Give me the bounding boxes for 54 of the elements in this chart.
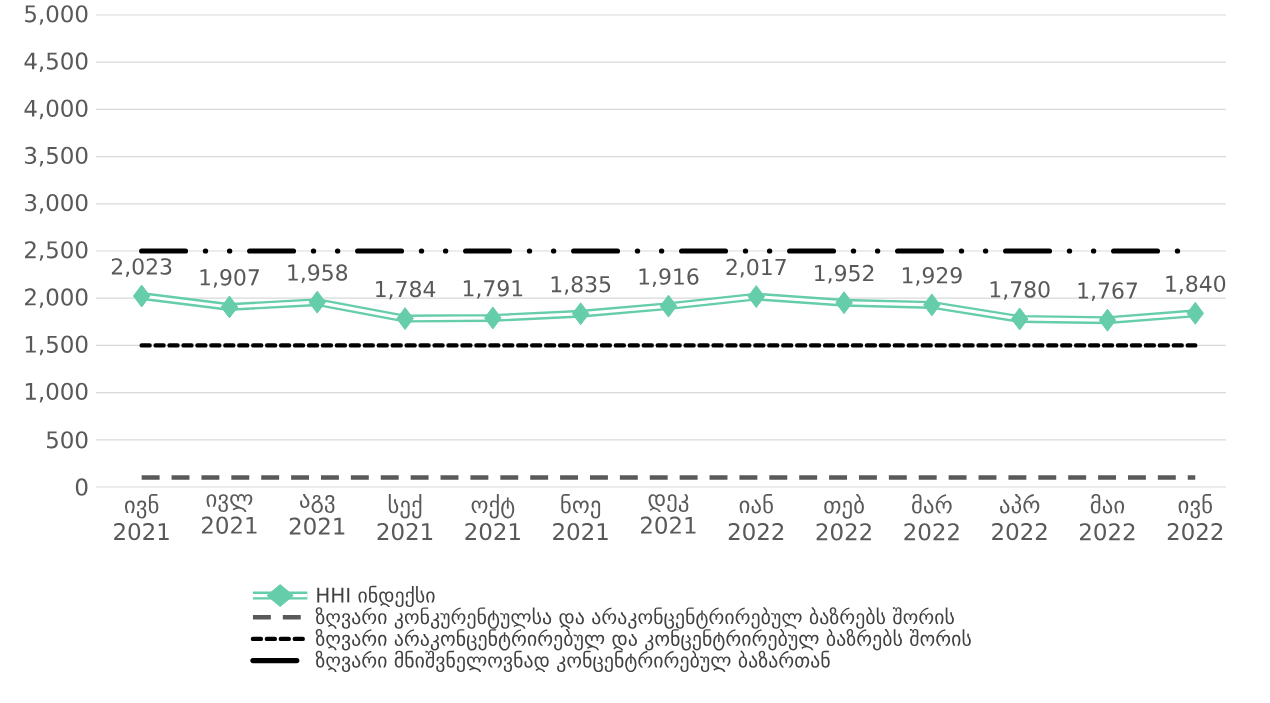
data-label: 1,916 <box>639 268 699 288</box>
x-tick-label: იან 2022 <box>728 494 784 541</box>
point <box>484 306 502 330</box>
data-label: 1,791 <box>463 280 523 299</box>
point <box>835 291 853 315</box>
y-tick-label: 1,500 <box>25 335 88 356</box>
x-tick-label: ივლ 2021 <box>201 494 257 534</box>
data-label: 1,784 <box>376 280 436 300</box>
x-tick-label: ივნ 2022 <box>1167 494 1223 541</box>
y-tick-label: 500 <box>47 431 88 449</box>
data-label: 2,017 <box>726 258 786 278</box>
x-tick-label: დეკ 2021 <box>641 494 696 534</box>
x-tick-label: მარ 2022 <box>904 494 959 541</box>
y-tick-label: 4,500 <box>24 52 88 73</box>
point <box>659 294 678 318</box>
y-tick-label: 3,000 <box>25 193 88 214</box>
point <box>396 307 414 331</box>
y-tick-label: 5,000 <box>25 5 88 25</box>
point <box>1010 307 1029 331</box>
y-tick-label: 2,000 <box>25 288 88 309</box>
x-tick-label: თებ 2022 <box>816 494 871 541</box>
legend-label: ზღვარი არაკონცენტრირებულ და კონცენტრირებულ ბაზრებს შორის <box>315 629 971 651</box>
data-label: 1,840 <box>1166 275 1226 295</box>
data-label: 1,907 <box>200 269 259 288</box>
x-tick-label: ივნ 2021 <box>114 494 169 541</box>
data-label: 1,835 <box>551 275 611 295</box>
y-tick-label: 2,500 <box>25 241 88 261</box>
data-label: 1,958 <box>288 264 348 284</box>
data-label: 1,767 <box>1078 282 1137 302</box>
legend-label: ზღვარი მნიშვნელოვნად კონცენტრირებულ ბაზართან <box>315 650 830 673</box>
x-tick-label: აგვ 2021 <box>289 494 345 535</box>
point <box>571 302 590 326</box>
point <box>747 285 765 309</box>
data-label: 1,780 <box>990 281 1050 300</box>
data-label: 2,023 <box>111 258 172 277</box>
point <box>132 284 151 308</box>
y-tick-label: 4,000 <box>24 99 88 120</box>
x-tick-label: ნოე 2021 <box>553 494 608 541</box>
legend-label: HHI ინდექსი <box>317 585 435 608</box>
point <box>1098 308 1117 332</box>
y-tick-label: 0 <box>75 478 88 496</box>
point <box>1186 301 1204 325</box>
y-tick-label: 3,500 <box>25 146 88 167</box>
y-tick-label: 1,000 <box>25 382 88 403</box>
point <box>308 290 326 314</box>
x-tick-label: მაი 2022 <box>1080 494 1135 541</box>
point <box>923 293 941 317</box>
data-label: 1,929 <box>902 267 962 286</box>
x-tick-label: სექ 2021 <box>377 494 433 541</box>
legend-label: ზღვარი კონკურენტულსა და არაკონცენტრირებულ ბაზრებს შორის <box>315 607 954 629</box>
x-tick-label: აპრ 2022 <box>992 494 1047 541</box>
data-label: 1,952 <box>815 264 874 284</box>
x-tick-label: ოქტ 2021 <box>465 494 520 541</box>
point <box>220 295 239 319</box>
